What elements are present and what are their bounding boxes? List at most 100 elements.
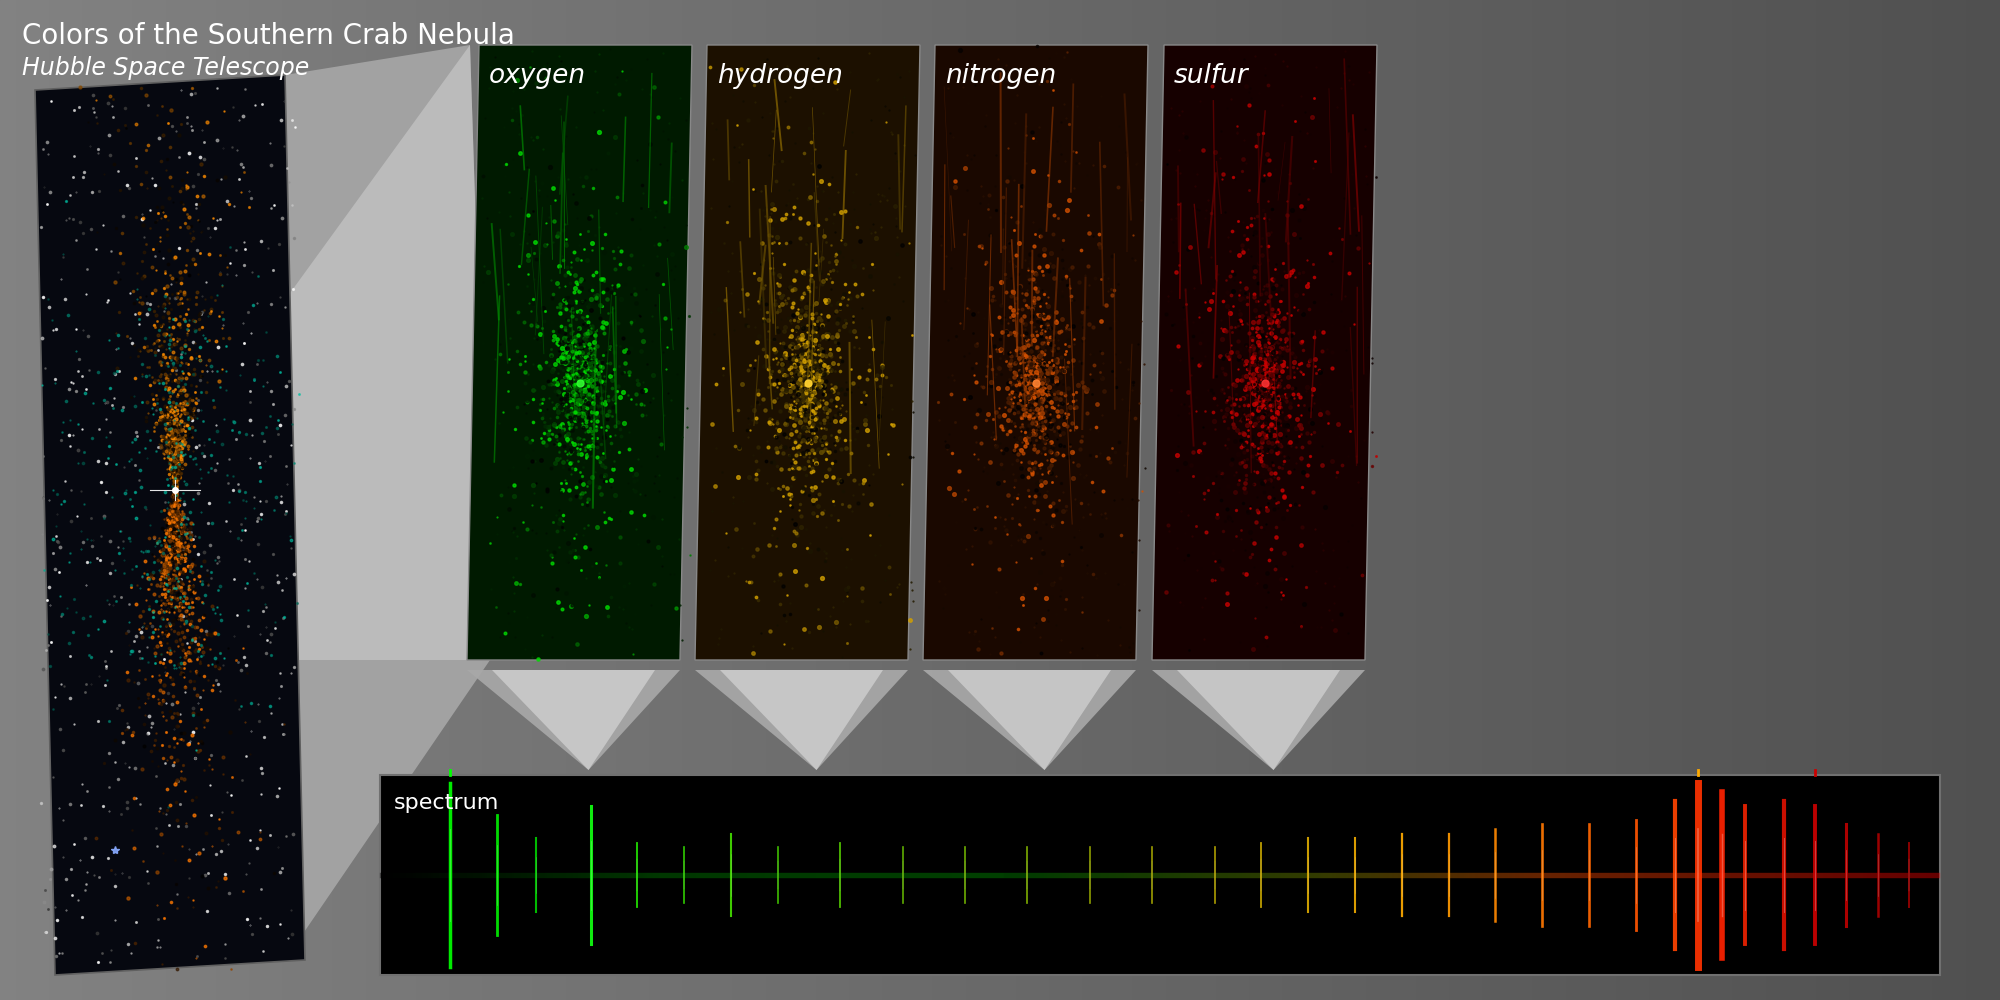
- Bar: [0, 0, 18, 1000]
- Bar: [1866, 0, 1884, 1000]
- Bar: [1050, 0, 1068, 1000]
- Bar: [284, 0, 300, 1000]
- Polygon shape: [924, 670, 1136, 770]
- Bar: [400, 0, 418, 1000]
- Bar: [850, 0, 868, 1000]
- Polygon shape: [286, 45, 490, 660]
- Bar: [566, 0, 584, 1000]
- Bar: [900, 0, 918, 1000]
- Bar: [1484, 0, 1500, 1000]
- Bar: [216, 0, 234, 1000]
- Text: oxygen: oxygen: [488, 63, 586, 89]
- Bar: [1066, 0, 1084, 1000]
- Bar: [1134, 0, 1152, 1000]
- Bar: [100, 0, 118, 1000]
- Bar: [1934, 0, 1952, 1000]
- Polygon shape: [720, 670, 884, 770]
- Bar: [1300, 0, 1318, 1000]
- Bar: [316, 0, 334, 1000]
- Bar: [1950, 0, 1968, 1000]
- Bar: [1584, 0, 1600, 1000]
- Bar: [266, 0, 284, 1000]
- Bar: [1216, 0, 1234, 1000]
- Text: hydrogen: hydrogen: [716, 63, 842, 89]
- Bar: [1784, 0, 1800, 1000]
- Bar: [916, 0, 934, 1000]
- Bar: [1900, 0, 1918, 1000]
- Bar: [1350, 0, 1368, 1000]
- Bar: [1734, 0, 1752, 1000]
- Bar: [1966, 0, 1984, 1000]
- Bar: [34, 0, 52, 1000]
- Bar: [1450, 0, 1468, 1000]
- Bar: [200, 0, 218, 1000]
- Bar: [1234, 0, 1252, 1000]
- Bar: [84, 0, 100, 1000]
- Bar: [1434, 0, 1452, 1000]
- Bar: [1816, 0, 1834, 1000]
- Bar: [350, 0, 368, 1000]
- Bar: [650, 0, 668, 1000]
- Bar: [950, 0, 968, 1000]
- Bar: [534, 0, 552, 1000]
- Polygon shape: [1152, 670, 1364, 770]
- Bar: [1316, 0, 1334, 1000]
- Polygon shape: [36, 75, 304, 975]
- Bar: [584, 0, 600, 1000]
- Bar: [366, 0, 384, 1000]
- Bar: [1250, 0, 1268, 1000]
- Bar: [800, 0, 818, 1000]
- Bar: [616, 0, 634, 1000]
- Bar: [1984, 0, 2000, 1000]
- Bar: [550, 0, 568, 1000]
- Bar: [866, 0, 884, 1000]
- Bar: [1150, 0, 1168, 1000]
- Bar: [434, 0, 452, 1000]
- Bar: [516, 0, 534, 1000]
- Bar: [1766, 0, 1784, 1000]
- Bar: [380, 775, 1940, 975]
- Bar: [1084, 0, 1100, 1000]
- Bar: [1266, 0, 1284, 1000]
- Bar: [1184, 0, 1200, 1000]
- Bar: [1516, 0, 1534, 1000]
- Bar: [1334, 0, 1352, 1000]
- Bar: [750, 0, 768, 1000]
- Bar: [1400, 0, 1418, 1000]
- Bar: [816, 0, 834, 1000]
- Bar: [1716, 0, 1734, 1000]
- Bar: [684, 0, 702, 1000]
- Polygon shape: [696, 45, 920, 660]
- Bar: [934, 0, 952, 1000]
- Bar: [1116, 0, 1134, 1000]
- Polygon shape: [696, 670, 908, 770]
- Bar: [1700, 0, 1718, 1000]
- Bar: [134, 0, 152, 1000]
- Bar: [1284, 0, 1300, 1000]
- Bar: [716, 0, 734, 1000]
- Bar: [700, 0, 718, 1000]
- Bar: [166, 0, 184, 1000]
- Bar: [184, 0, 200, 1000]
- Polygon shape: [1152, 45, 1376, 660]
- Bar: [1666, 0, 1684, 1000]
- Bar: [1534, 0, 1552, 1000]
- Bar: [1416, 0, 1434, 1000]
- Bar: [766, 0, 784, 1000]
- Bar: [884, 0, 900, 1000]
- Bar: [484, 0, 500, 1000]
- Polygon shape: [1176, 670, 1340, 770]
- Bar: [966, 0, 984, 1000]
- Bar: [1616, 0, 1634, 1000]
- Bar: [1750, 0, 1768, 1000]
- Bar: [1166, 0, 1184, 1000]
- Bar: [334, 0, 352, 1000]
- Bar: [300, 0, 318, 1000]
- Polygon shape: [286, 45, 490, 960]
- Bar: [416, 0, 434, 1000]
- Text: Colors of the Southern Crab Nebula: Colors of the Southern Crab Nebula: [22, 22, 514, 50]
- Bar: [250, 0, 268, 1000]
- Bar: [1684, 0, 1700, 1000]
- Bar: [666, 0, 684, 1000]
- Bar: [66, 0, 84, 1000]
